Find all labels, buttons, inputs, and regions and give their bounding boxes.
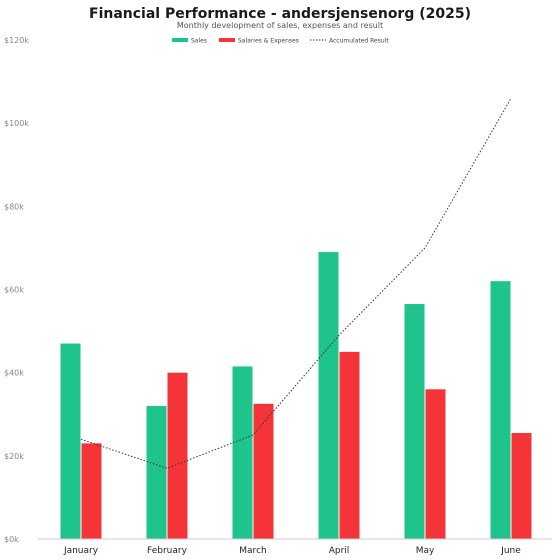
bars [60, 252, 532, 539]
y-axis: $0k $20k $40k $60k $80k $100k $120k [4, 36, 29, 544]
bar-sales [60, 343, 81, 539]
chart-subtitle: Monthly development of sales, expenses a… [177, 21, 383, 30]
y-tick-label: $20k [4, 452, 24, 461]
x-tick-label: April [329, 546, 350, 556]
bar-expenses [425, 389, 446, 539]
x-tick-label: June [500, 546, 521, 556]
bar-sales [404, 304, 425, 539]
x-axis: January February March April May June [63, 546, 521, 556]
y-tick-label: $100k [4, 119, 29, 128]
y-tick-label: $0k [4, 535, 19, 544]
bar-expenses [81, 443, 102, 539]
bar-expenses [511, 432, 532, 539]
legend: Sales Salaries & Expenses Accumulated Re… [172, 38, 389, 45]
x-tick-label: March [239, 546, 266, 556]
accumulated-result-line [80, 97, 512, 469]
x-tick-label: February [147, 546, 188, 556]
legend-swatch-expenses [219, 38, 235, 42]
legend-label-result: Accumulated Result [329, 38, 389, 45]
y-tick-label: $80k [4, 202, 24, 211]
y-tick-label: $60k [4, 286, 24, 295]
legend-label-expenses: Salaries & Expenses [238, 38, 299, 45]
bar-sales [490, 281, 511, 539]
bar-sales [232, 366, 253, 539]
legend-swatch-sales [172, 38, 188, 42]
bar-expenses [253, 403, 274, 539]
bar-sales [146, 405, 167, 539]
y-tick-label: $40k [4, 369, 24, 378]
bar-sales [318, 252, 339, 539]
chart-title: Financial Performance - andersjensenorg … [89, 6, 471, 22]
bar-expenses [339, 351, 360, 539]
legend-label-sales: Sales [191, 38, 207, 45]
x-tick-label: January [63, 546, 99, 556]
bar-expenses [167, 372, 188, 539]
x-tick-label: May [416, 546, 435, 556]
y-tick-label: $120k [4, 36, 29, 45]
result-line-path [80, 97, 512, 469]
